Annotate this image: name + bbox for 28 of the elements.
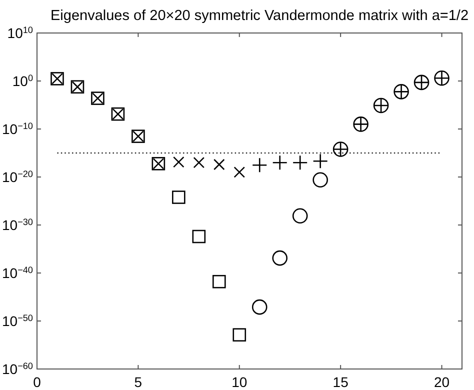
chart-title: Eigenvalues of 20×20 symmetric Vandermonde matrix with a=1/2 bbox=[50, 8, 469, 24]
point bbox=[213, 158, 225, 170]
point bbox=[292, 208, 308, 224]
x-tick-label: 5 bbox=[134, 374, 142, 390]
y-tick-label: 10$^{−30}$ bbox=[2, 217, 33, 233]
point bbox=[292, 154, 308, 170]
y-tick-label: 10$^{−50}$ bbox=[2, 313, 33, 329]
point bbox=[212, 274, 226, 288]
point bbox=[192, 230, 206, 244]
point bbox=[193, 156, 205, 168]
point bbox=[232, 328, 246, 342]
x-tick-label: 10 bbox=[232, 374, 248, 390]
point bbox=[252, 157, 268, 173]
y-tick-label: 10$^{10}$ bbox=[7, 25, 33, 41]
point bbox=[173, 156, 184, 168]
point bbox=[312, 172, 328, 188]
y-tick-label: 10$^{−10}$ bbox=[2, 121, 33, 137]
x-tick-label: 0 bbox=[33, 374, 42, 390]
x-tick-label: 20 bbox=[434, 374, 450, 390]
y-tick-label: 10$^{−40}$ bbox=[2, 265, 33, 281]
point bbox=[234, 166, 246, 178]
point bbox=[252, 299, 268, 315]
point bbox=[172, 190, 186, 204]
y-tick-label: 10$^{−20}$ bbox=[2, 169, 33, 185]
x-tick-label: 15 bbox=[332, 374, 349, 390]
point bbox=[272, 250, 288, 266]
y-tick-label: 10$^{0}$ bbox=[12, 73, 33, 89]
y-tick-label: 10$^{−60}$ bbox=[2, 361, 33, 377]
